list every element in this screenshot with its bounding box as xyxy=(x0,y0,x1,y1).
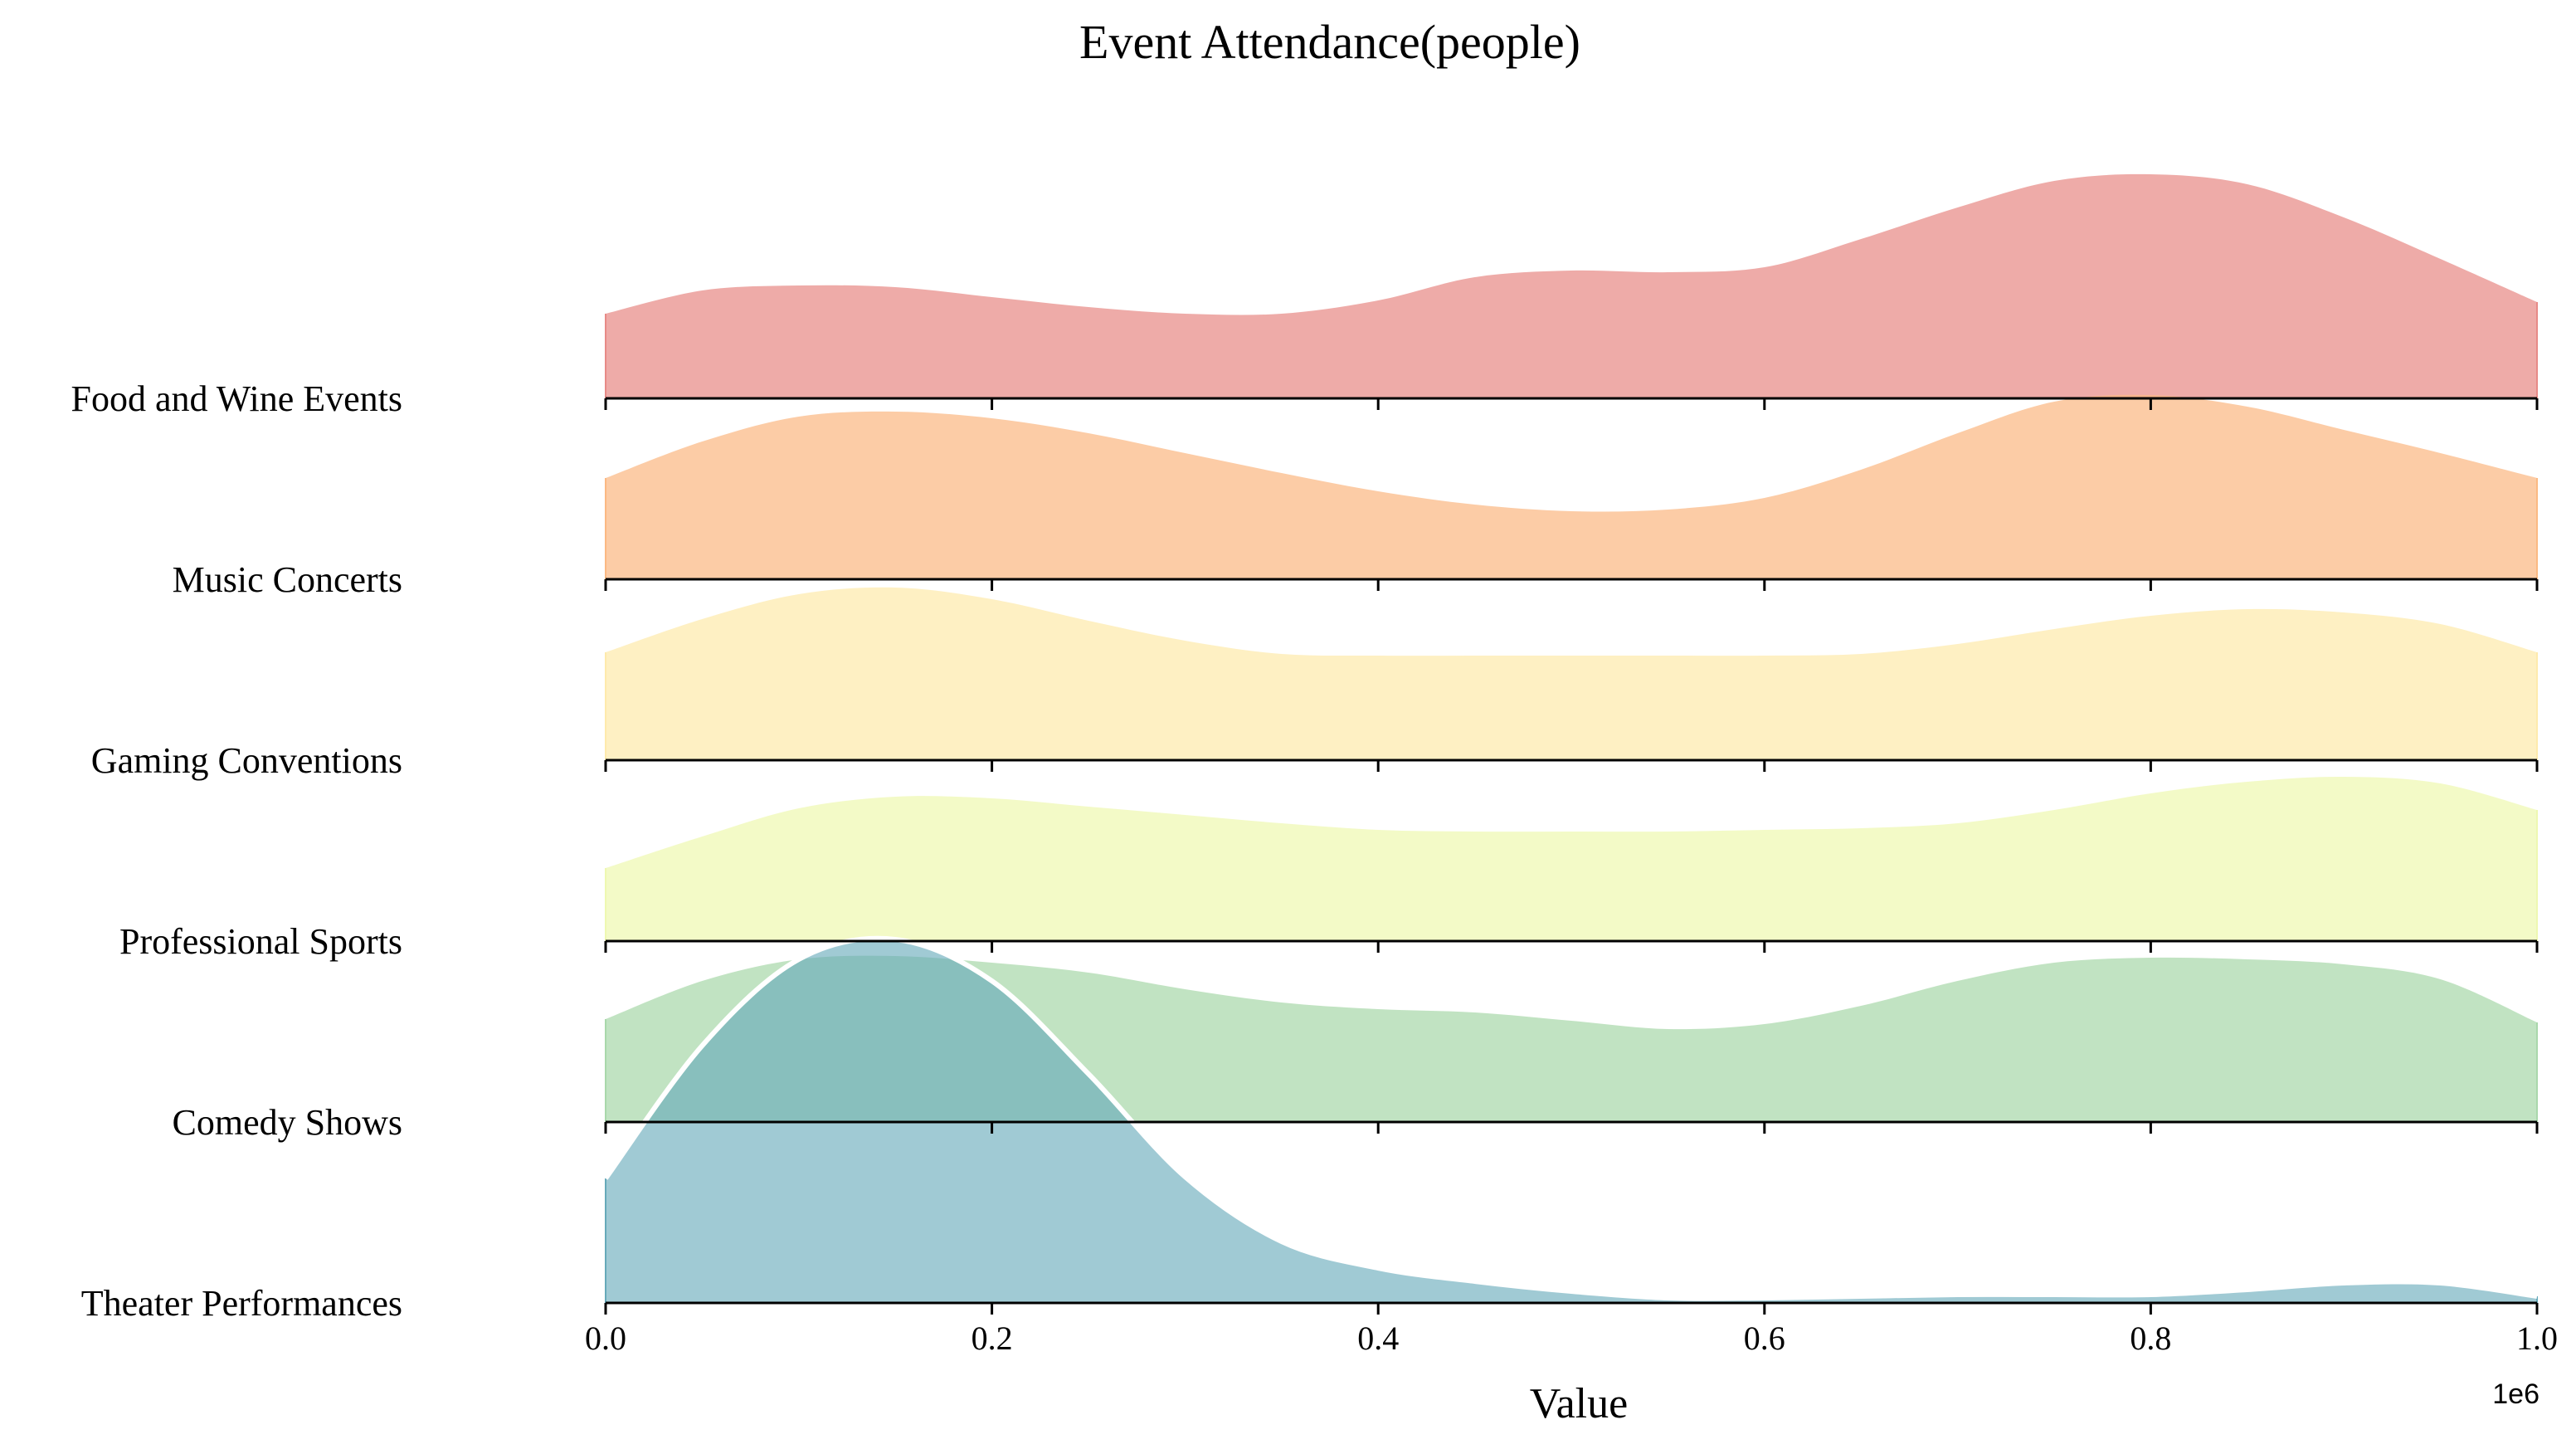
category-label-food-and-wine-events: Food and Wine Events xyxy=(71,378,402,419)
category-label-comedy-shows: Comedy Shows xyxy=(173,1102,402,1143)
category-label-music-concerts: Music Concerts xyxy=(173,559,402,600)
chart-title: Event Attendance(people) xyxy=(1079,15,1580,69)
x-tick-label: 0.8 xyxy=(2130,1320,2171,1357)
ridge-area-music-concerts xyxy=(606,394,2537,579)
x-offset-label: 1e6 xyxy=(2492,1378,2539,1410)
category-label-gaming-conventions: Gaming Conventions xyxy=(91,740,402,781)
ridge-area-food-and-wine-events xyxy=(606,173,2537,398)
x-tick-label: 1.0 xyxy=(2516,1320,2558,1357)
ridge-area-gaming-conventions xyxy=(606,587,2537,760)
x-tick-label: 0.2 xyxy=(971,1320,1013,1357)
x-tick-label: 0.0 xyxy=(585,1320,626,1357)
ridge-layers xyxy=(603,173,2538,1303)
category-label-theater-performances: Theater Performances xyxy=(81,1283,402,1324)
axes: 0.0 0.2 0.4 0.6 0.8 1.0 xyxy=(585,397,2558,1357)
x-axis-label: Value xyxy=(1530,1380,1628,1427)
x-tick-label: 0.6 xyxy=(1744,1320,1785,1357)
ridge-area-theater-performances xyxy=(606,938,2537,1303)
category-label-professional-sports: Professional Sports xyxy=(119,921,402,962)
ridge-outline-theater-performances xyxy=(603,935,2538,1301)
category-labels: Food and Wine Events Music Concerts Gaming… xyxy=(71,378,402,1324)
x-tick-label: 0.4 xyxy=(1357,1320,1399,1357)
ridge-area-professional-sports xyxy=(606,776,2537,941)
